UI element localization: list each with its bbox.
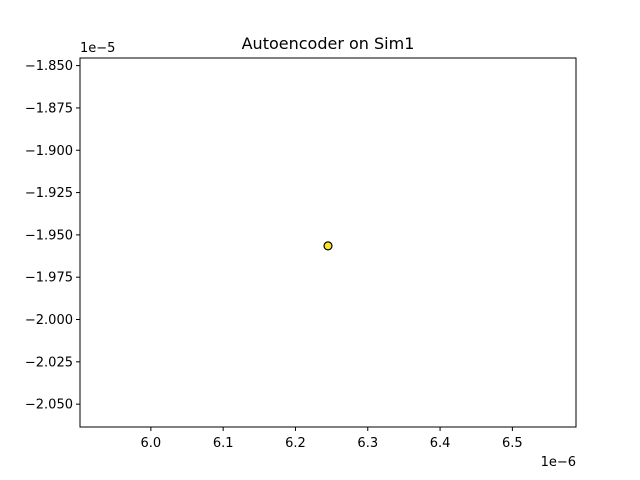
y-tick-label: −1.875	[25, 101, 73, 116]
x-axis: 6.0 6.1 6.2 6.3 6.4 6.5	[141, 427, 523, 451]
x-tick-label: 6.4	[430, 436, 451, 451]
x-tick-label: 6.3	[357, 436, 378, 451]
x-tick-label: 6.0	[141, 436, 162, 451]
y-tick-label: −1.975	[25, 271, 73, 286]
y-tick-label: −2.000	[25, 313, 73, 328]
x-tick-label: 6.1	[213, 436, 234, 451]
y-tick-label: −1.900	[25, 144, 73, 159]
y-offset-label: 1e−5	[80, 41, 115, 56]
data-point	[323, 241, 333, 251]
x-tick-label: 6.2	[285, 436, 306, 451]
plot-area	[323, 241, 333, 251]
y-tick-label: −1.950	[25, 228, 73, 243]
y-tick-label: −1.925	[25, 186, 73, 201]
y-axis: −1.850 −1.875 −1.900 −1.925 −1.950 −1.975 −2.0…	[25, 59, 80, 413]
y-tick-label: −1.850	[25, 59, 73, 74]
y-tick-label: −2.050	[25, 398, 73, 413]
chart-title: Autoencoder on Sim1	[242, 34, 415, 53]
x-tick-label: 6.5	[502, 436, 523, 451]
y-tick-label: −2.025	[25, 355, 73, 370]
axes-frame	[79, 57, 577, 428]
x-offset-label: 1e−6	[541, 455, 576, 470]
